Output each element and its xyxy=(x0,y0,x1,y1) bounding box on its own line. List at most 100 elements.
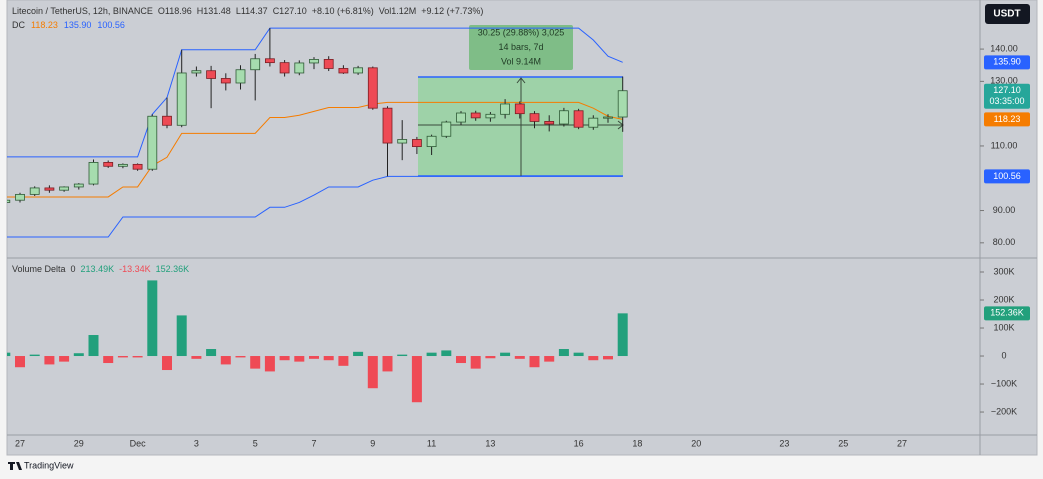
volume-title: Volume Delta xyxy=(12,264,66,274)
x-tick-label: 13 xyxy=(485,438,495,448)
y-tick-label: −200K xyxy=(991,406,1017,416)
price-label-box xyxy=(984,55,1030,70)
candle-body xyxy=(294,62,305,74)
candle-body xyxy=(132,163,143,170)
volume-delta-bar xyxy=(103,356,114,364)
x-tick-label: 27 xyxy=(897,438,907,448)
candle-body xyxy=(338,68,349,74)
volume-delta-bar xyxy=(588,356,599,361)
volume-delta-bar xyxy=(544,356,555,362)
price-label-box xyxy=(984,112,1030,127)
volume-delta-bar xyxy=(426,352,437,357)
plot-area xyxy=(7,27,628,403)
volume-legend: Volume Delta 0 213.49K -13.34K 152.36K xyxy=(12,264,189,274)
volume-delta-bar xyxy=(603,356,613,360)
measure-label: 14 bars, 7d xyxy=(498,42,543,52)
y-tick-label: 0 xyxy=(1001,350,1006,360)
candle-body xyxy=(59,186,69,191)
dc-value: 135.90 xyxy=(64,20,92,30)
volume-delta-bar xyxy=(250,356,261,369)
volume-delta-bar xyxy=(176,315,187,357)
dc-value: 100.56 xyxy=(97,20,125,30)
volume-delta-bar xyxy=(29,354,40,357)
candle-body xyxy=(264,58,275,64)
candle-body xyxy=(573,110,584,128)
volume-delta-bar xyxy=(59,356,70,362)
volume-delta-bar xyxy=(470,356,481,369)
y-tick-label: 110.00 xyxy=(991,140,1018,150)
candle-body xyxy=(323,59,334,69)
volume-label-box xyxy=(984,306,1030,321)
volume-delta-bar xyxy=(309,356,319,359)
volume-delta-bar xyxy=(397,354,408,357)
ohlc-value: L114.37 xyxy=(236,6,268,16)
currency[interactable]: USDT xyxy=(993,9,1020,20)
brand-logo: TradingView xyxy=(8,460,74,470)
x-tick-label: 7 xyxy=(311,438,316,448)
ohlc-value: C127.10 xyxy=(273,6,307,16)
x-tick-label: 27 xyxy=(15,438,25,448)
volume-delta-bar xyxy=(264,356,275,372)
candle-body xyxy=(382,107,393,144)
volume-legend-value: -13.34K xyxy=(119,264,151,274)
measure-label: Vol 9.14M xyxy=(501,56,541,66)
volume-delta-bar xyxy=(132,356,143,358)
x-tick-label: 11 xyxy=(427,438,436,448)
volume-delta-bar xyxy=(353,351,364,357)
ohlc-value: +9.12 (+7.73%) xyxy=(421,6,483,16)
candle-body xyxy=(235,69,246,84)
currency-button[interactable] xyxy=(985,4,1030,24)
volume-delta-bar xyxy=(206,349,217,357)
candle-body xyxy=(397,139,408,144)
candle-body xyxy=(514,103,525,115)
candle-body xyxy=(617,90,628,118)
candle-body xyxy=(529,113,540,122)
volume-delta-bar xyxy=(456,356,466,364)
dc-value: 118.23 xyxy=(31,20,58,30)
candle-body xyxy=(485,113,496,119)
volume-legend-value: 0 xyxy=(71,264,76,274)
y-tick-label: 80.00 xyxy=(993,237,1016,247)
measure-label-box xyxy=(469,25,573,70)
volume-delta-bar xyxy=(44,356,55,365)
volume-delta-bar xyxy=(294,356,305,362)
symbol-title: Litecoin / TetherUS, 12h, BINANCE xyxy=(12,6,153,16)
x-tick-label: 20 xyxy=(691,438,701,448)
ohlc-value: H131.48 xyxy=(197,6,231,16)
x-tick-label: 18 xyxy=(632,438,642,448)
candle-body xyxy=(588,117,599,128)
y-tick-label: 140.00 xyxy=(990,43,1018,53)
y-tick-label: 90.00 xyxy=(993,205,1016,215)
candle-body xyxy=(118,163,128,167)
candle-body xyxy=(470,112,481,119)
volume-delta-bar xyxy=(323,356,334,361)
brand-icon xyxy=(8,462,22,470)
volume-delta-bar xyxy=(73,353,84,357)
candle-body xyxy=(353,67,364,74)
candle-body xyxy=(73,183,84,188)
price-label-time: 03:35:00 xyxy=(989,96,1024,106)
y-tick-label: 130.00 xyxy=(990,76,1018,86)
volume-delta-bar xyxy=(617,313,628,357)
x-tick-label: 29 xyxy=(74,438,84,448)
candle-body xyxy=(88,162,99,185)
volume-delta-bar xyxy=(500,352,511,357)
y-tick-label: −100K xyxy=(991,378,1017,388)
donchian-line xyxy=(7,27,623,158)
volume-delta-bar xyxy=(367,356,378,389)
y-tick-label: 200K xyxy=(993,294,1014,304)
volume-delta-bar xyxy=(382,356,393,372)
brand-name: TradingView xyxy=(24,460,74,470)
candle-body xyxy=(191,70,202,74)
volume-delta-bar xyxy=(338,356,349,366)
volume-delta-bar xyxy=(15,356,25,368)
candle-body xyxy=(279,62,290,74)
volume-legend-value: 152.36K xyxy=(156,264,190,274)
volume-legend-value: 213.49K xyxy=(81,264,115,274)
volume-delta-bar xyxy=(485,356,496,359)
ohlc-value: Vol1.12M xyxy=(379,6,417,16)
price-label: 118.23 xyxy=(994,114,1021,124)
measure-label: 30.25 (29.88%) 3,025 xyxy=(478,27,565,37)
candle-body xyxy=(15,193,25,201)
